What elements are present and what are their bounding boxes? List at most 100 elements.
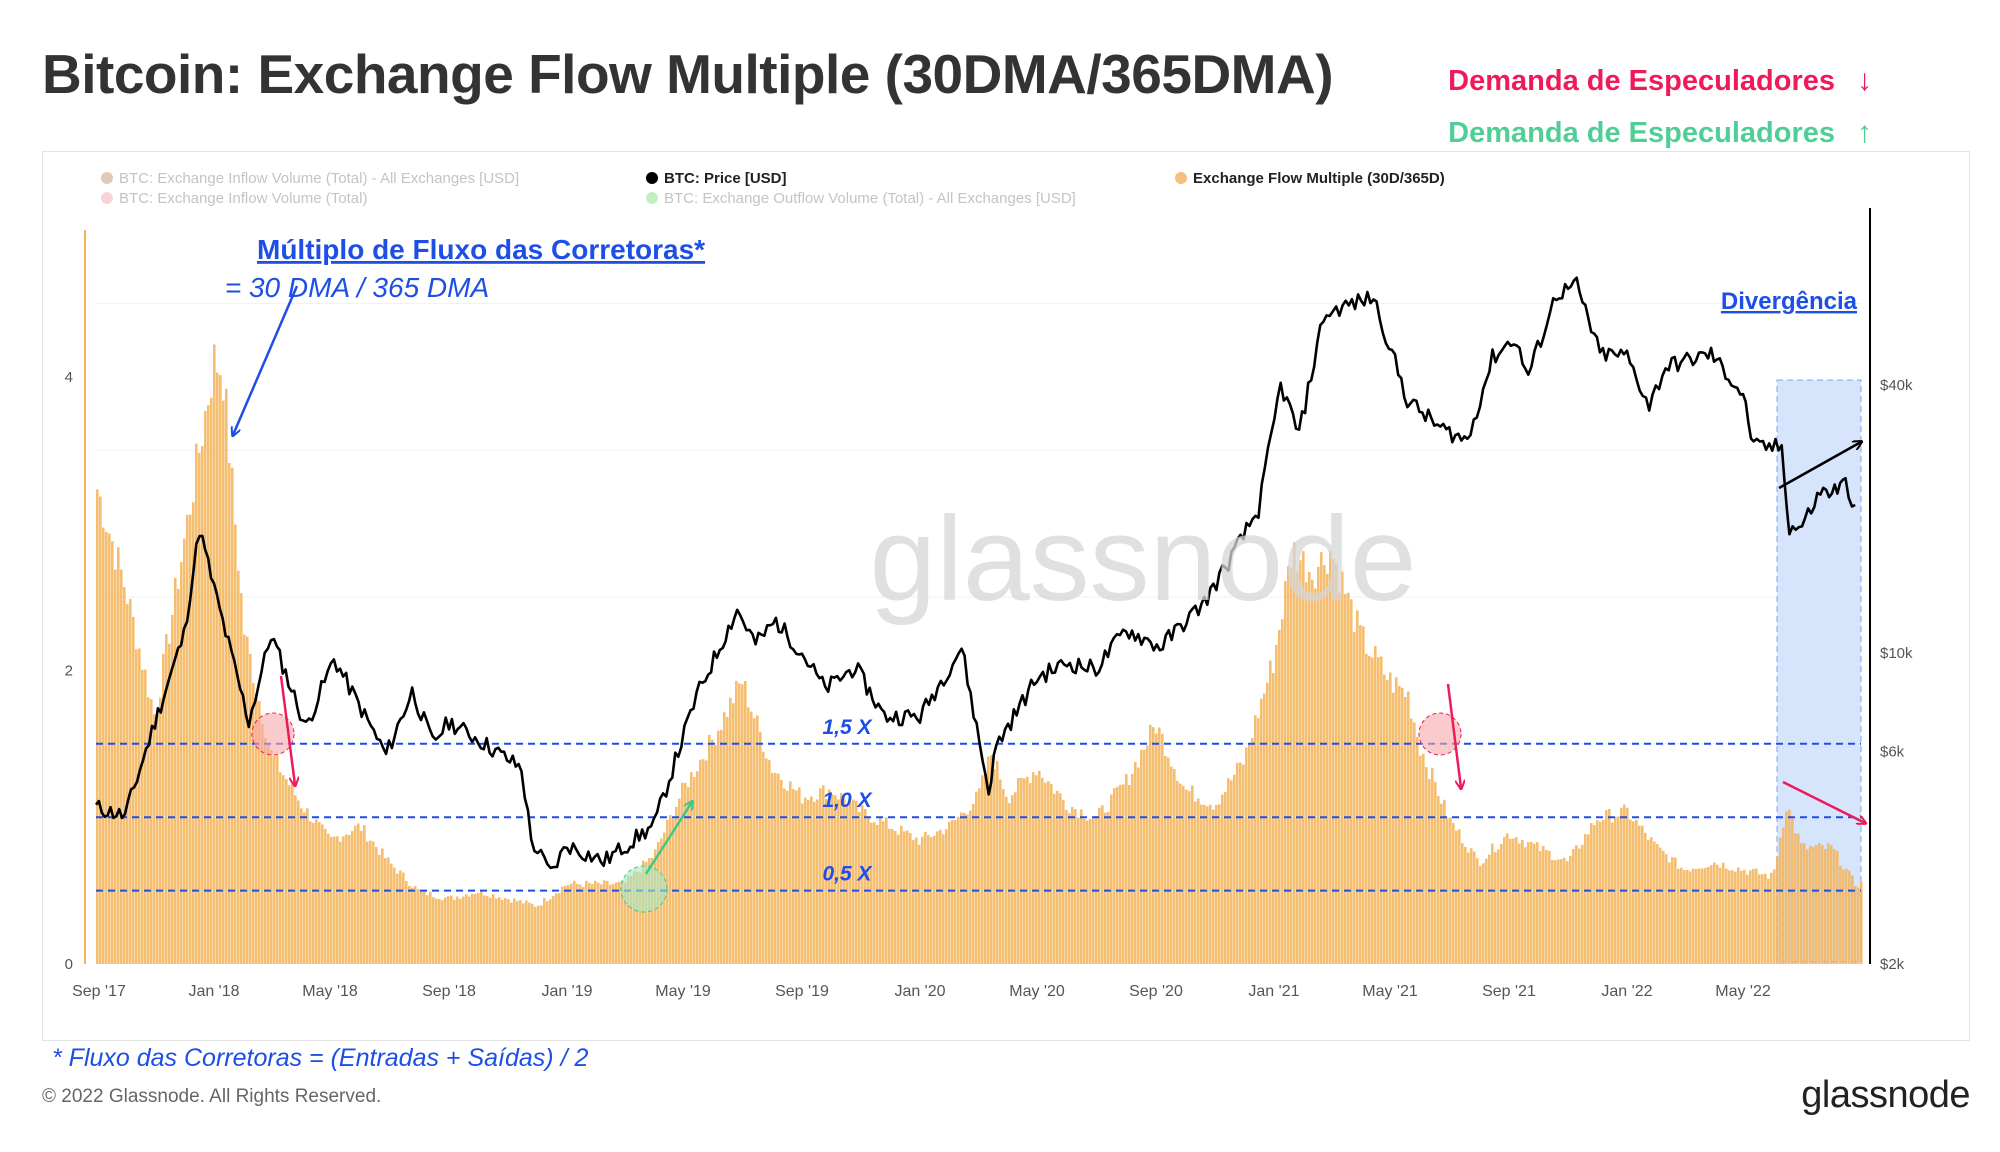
flow-multiple-bar (1380, 656, 1383, 964)
flow-multiple-bar (168, 643, 171, 964)
flow-multiple-bar (105, 532, 108, 964)
flow-multiple-bar (507, 899, 510, 964)
flow-multiple-bar (1611, 822, 1614, 964)
flow-multiple-bar (1509, 838, 1512, 964)
flow-multiple-bar (417, 889, 420, 964)
flow-multiple-bar (1674, 857, 1677, 964)
flow-multiple-bar (1284, 581, 1287, 964)
flow-multiple-bar (696, 771, 699, 964)
flow-multiple-bar (210, 397, 213, 964)
left-axis-ticks: 0 2 4 (65, 369, 73, 973)
flow-multiple-bar (1365, 653, 1368, 964)
flow-multiple-bar (171, 614, 174, 964)
flow-multiple-bar (1779, 837, 1782, 964)
flow-multiple-bar (729, 697, 732, 964)
x-axis-tick: May '19 (655, 983, 711, 1000)
flow-multiple-bar (891, 829, 894, 964)
flow-multiple-bar (609, 884, 612, 964)
flow-multiple-bar (1377, 657, 1380, 964)
flow-multiple-bar (1155, 733, 1158, 964)
flow-multiple-bar (1629, 819, 1632, 964)
flow-multiple-bar (1257, 718, 1260, 964)
flow-multiple-bar (480, 890, 483, 964)
flow-multiple-bar (342, 836, 345, 964)
flow-multiple-bar (465, 894, 468, 964)
flow-multiple-bar (1038, 770, 1041, 964)
flow-multiple-bar (195, 443, 198, 964)
flow-multiple-bar (1068, 813, 1071, 964)
flow-multiple-bar (1104, 812, 1107, 964)
flow-multiple-bar (1236, 762, 1239, 964)
flow-multiple-bar (459, 898, 462, 964)
flow-multiple-bar (876, 824, 879, 964)
flow-multiple-bar (1338, 592, 1341, 964)
flow-multiple-bar (495, 898, 498, 964)
flow-multiple-bar (453, 899, 456, 964)
flow-multiple-bar (1119, 784, 1122, 964)
flow-multiple-bar (498, 897, 501, 964)
green-arrow-2019 (644, 802, 692, 875)
flow-multiple-bar (198, 452, 201, 964)
flow-multiple-bar (1326, 573, 1329, 964)
flow-multiple-bar (699, 759, 702, 964)
arrow-up-icon: ↑ (1857, 116, 1872, 149)
flow-multiple-bar (1419, 755, 1422, 964)
flow-multiple-bar (159, 697, 162, 964)
flow-multiple-bar (111, 541, 114, 964)
flow-multiple-bar (1545, 849, 1548, 964)
flow-multiple-bar (540, 905, 543, 964)
flow-multiple-bar (618, 881, 621, 964)
flow-multiple-bar (1110, 794, 1113, 964)
flow-multiple-bar (1467, 852, 1470, 964)
flow-multiple-bar (1845, 868, 1848, 964)
flow-multiple-bar (240, 593, 243, 964)
flow-multiple-bar (1149, 724, 1152, 964)
flow-multiple-bar (510, 902, 513, 964)
flow-multiple-bar (1785, 811, 1788, 964)
flow-multiple-bar (588, 882, 591, 964)
flow-multiple-bar (1266, 682, 1269, 964)
flow-multiple-bar (1089, 818, 1092, 964)
flow-multiple-bar (1485, 858, 1488, 964)
flow-multiple-bar (258, 701, 261, 964)
reference-line-label: 0,5 X (822, 863, 873, 886)
flow-multiple-bar (1029, 783, 1032, 964)
x-axis-tick: May '21 (1362, 983, 1418, 1000)
legend-swatch (101, 172, 113, 184)
flow-multiple-bar (546, 901, 549, 964)
flow-multiple-bar (315, 819, 318, 964)
flow-multiple-bar (984, 774, 987, 964)
flow-multiple-bar (1566, 861, 1569, 964)
flow-multiple-bar (519, 900, 522, 964)
flow-multiple-bar (1221, 794, 1224, 964)
flow-multiple-bar (390, 863, 393, 964)
flow-multiple-bar (384, 858, 387, 964)
flow-multiple-bar (636, 871, 639, 964)
flow-multiple-bar (324, 828, 327, 964)
flow-multiple-bar (1494, 852, 1497, 964)
flow-multiple-bar (1821, 845, 1824, 964)
flow-multiple-bar (987, 756, 990, 964)
flow-multiple-bar (1245, 747, 1248, 964)
flow-multiple-bar (1269, 660, 1272, 964)
flow-multiple-bar (627, 875, 630, 964)
right-axis-tick: $6k (1880, 744, 1905, 761)
flow-multiple-bar (1650, 837, 1653, 964)
flow-multiple-bar (225, 388, 228, 964)
flow-multiple-bar (1311, 579, 1314, 964)
flow-multiple-bar (1320, 552, 1323, 964)
flow-multiple-bar (219, 375, 222, 964)
flow-multiple-bar (1356, 610, 1359, 964)
flow-multiple-bar (1503, 836, 1506, 964)
flow-multiple-bar (924, 832, 927, 964)
flow-multiple-bar (1332, 558, 1335, 964)
flow-multiple-bar (1659, 847, 1662, 964)
flow-multiple-bar (96, 489, 99, 964)
flow-multiple-bar (1077, 817, 1080, 964)
flow-multiple-bar (174, 577, 177, 964)
flow-multiple-bar (1074, 809, 1077, 964)
flow-multiple-bar (369, 840, 372, 964)
flow-multiple-bar (312, 822, 315, 964)
flow-multiple-bar (600, 884, 603, 964)
flow-multiple-bar (798, 787, 801, 964)
